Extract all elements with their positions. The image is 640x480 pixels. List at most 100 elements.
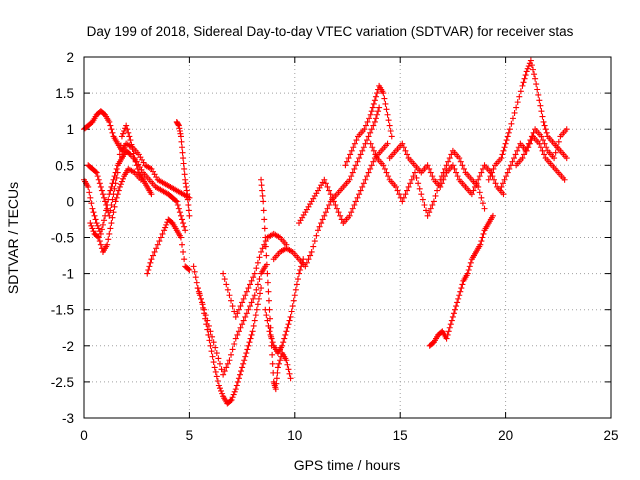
data-point [243, 310, 250, 317]
data-point [385, 117, 392, 124]
data-point [337, 212, 344, 219]
data-point [199, 301, 206, 308]
data-point [265, 297, 272, 304]
data-point [232, 386, 239, 393]
data-point [443, 162, 450, 169]
data-point [399, 140, 406, 147]
data-point [262, 234, 269, 241]
data-point [185, 207, 192, 214]
data-point [209, 353, 216, 360]
data-point [448, 317, 455, 324]
data-point [512, 151, 519, 158]
data-point [329, 194, 336, 201]
data-point [371, 118, 378, 125]
data-point [446, 324, 453, 331]
data-point [470, 187, 477, 194]
data-point [464, 270, 471, 277]
data-point [123, 122, 130, 129]
data-point [234, 310, 241, 317]
y-tick-label: 1 [66, 122, 74, 137]
data-point [212, 344, 219, 351]
data-point [400, 194, 407, 201]
data-point [504, 133, 511, 140]
data-point [215, 382, 222, 389]
data-point [402, 147, 409, 154]
data-point [226, 357, 233, 364]
data-point [396, 191, 403, 198]
data-point [540, 137, 547, 144]
data-point [508, 120, 515, 127]
data-point [90, 209, 97, 216]
data-point [196, 290, 203, 297]
data-point [193, 279, 200, 286]
data-point [369, 144, 376, 151]
data-point [243, 288, 250, 295]
data-point [107, 207, 114, 214]
data-point [250, 295, 257, 302]
data-point [476, 173, 483, 180]
data-point [326, 202, 333, 209]
data-point [107, 122, 114, 129]
data-point [269, 351, 276, 358]
data-point [181, 223, 188, 230]
data-point [479, 234, 486, 241]
series-track-o [367, 140, 488, 219]
data-point [432, 192, 439, 199]
data-point [109, 214, 116, 221]
data-point [424, 162, 431, 169]
data-point [466, 263, 473, 270]
data-point [563, 155, 570, 162]
data-point [230, 391, 237, 398]
data-point [524, 144, 531, 151]
data-point [374, 90, 381, 97]
data-point [99, 191, 106, 198]
data-point [107, 187, 114, 194]
data-point [534, 86, 541, 93]
data-point [318, 220, 325, 227]
data-point [104, 205, 111, 212]
data-point [244, 346, 251, 353]
data-point [116, 151, 123, 158]
data-point [172, 197, 179, 204]
data-point [232, 313, 239, 320]
series-track-k [262, 256, 307, 357]
data-point [234, 331, 241, 338]
data-point [324, 183, 331, 190]
data-point [498, 155, 505, 162]
data-point [137, 176, 144, 183]
data-point [212, 368, 219, 375]
data-point [264, 317, 271, 324]
data-point [248, 331, 255, 338]
data-point [321, 212, 328, 219]
data-point [424, 212, 431, 219]
data-point [498, 183, 505, 190]
data-point [259, 245, 266, 252]
data-point [449, 313, 456, 320]
data-point [265, 322, 272, 329]
data-point [380, 90, 387, 97]
data-point [290, 297, 297, 304]
data-point [262, 306, 269, 313]
data-point [372, 93, 379, 100]
data-point [346, 176, 353, 183]
data-point [124, 126, 131, 133]
data-point [370, 147, 377, 154]
data-point [349, 169, 356, 176]
data-point [538, 133, 545, 140]
y-axis-label: SDTVAR / TECUs [5, 182, 21, 294]
data-point [106, 230, 113, 237]
data-point [519, 82, 526, 89]
data-point [224, 286, 231, 293]
data-point [489, 212, 496, 219]
data-point [285, 321, 292, 328]
data-point [263, 252, 270, 259]
data-point [95, 225, 102, 232]
data-point [269, 360, 276, 367]
data-point [514, 147, 521, 154]
y-tick-label: 1.5 [55, 86, 74, 101]
data-point [113, 194, 120, 201]
data-point [92, 216, 99, 223]
data-point [186, 266, 193, 273]
data-point [94, 222, 101, 229]
x-tick-label: 10 [287, 428, 302, 443]
